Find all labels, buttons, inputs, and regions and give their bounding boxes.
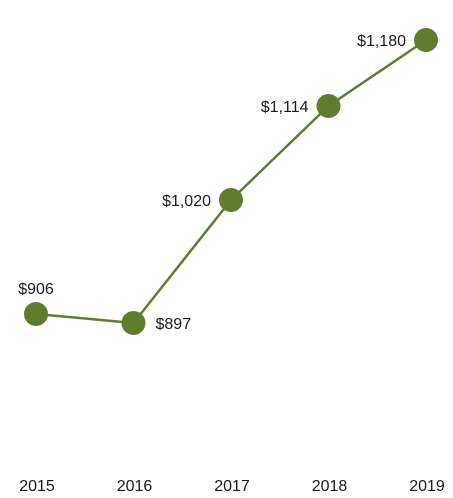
x-tick-label-2017: 2017 [214,478,250,495]
x-tick-label-2019: 2019 [409,478,445,495]
series-line [35,38,427,325]
data-point-2015 [24,302,48,326]
x-tick-label-2016: 2016 [117,478,153,495]
x-tick-label-2018: 2018 [312,478,348,495]
data-label-layer: $906 $897 $1,020 $1,114 $1,180 [18,33,406,333]
data-point-2018 [316,94,341,118]
data-label-2019: $1,180 [357,33,406,50]
data-point-2019 [414,28,438,52]
data-point-2016 [121,311,146,335]
data-label-2016: $897 [156,316,192,333]
x-axis-tick-layer: 2015 2016 2017 2018 2019 [19,478,445,495]
data-label-2015: $906 [18,281,54,298]
series-line-layer [35,38,427,325]
data-point-2017 [219,188,243,212]
data-label-2018: $1,114 [261,99,309,116]
data-label-2017: $1,020 [162,193,211,210]
x-tick-label-2015: 2015 [19,478,55,495]
data-point-layer [24,28,438,335]
